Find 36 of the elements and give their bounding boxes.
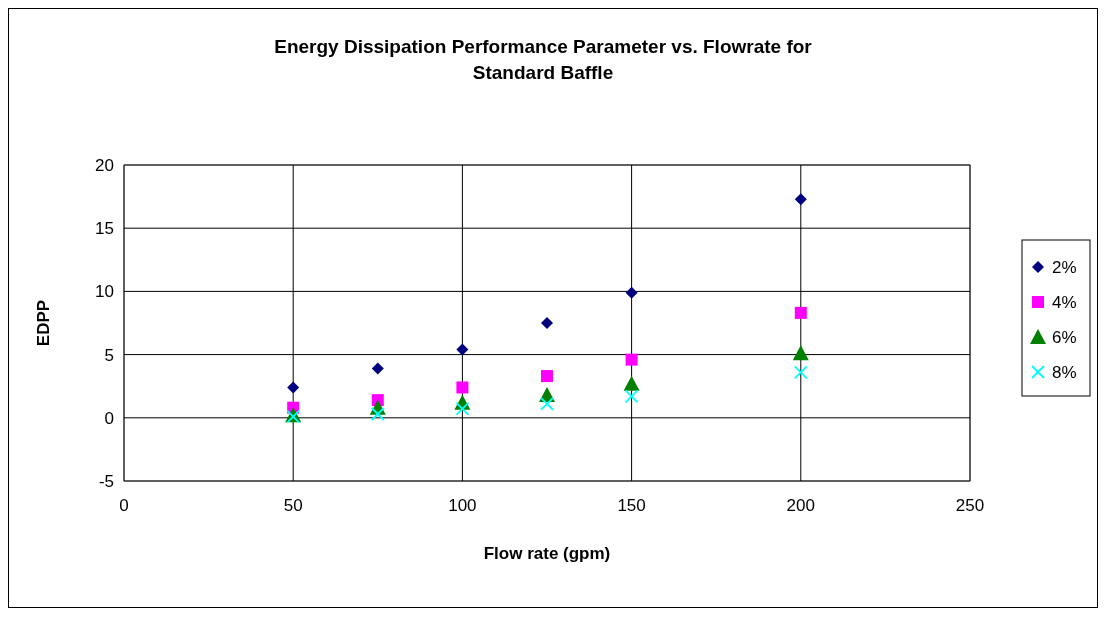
point	[792, 345, 809, 361]
y-tick-label: 0	[104, 408, 114, 428]
y-tick-label: -5	[98, 472, 114, 491]
point	[623, 375, 640, 391]
y-tick-label: 15	[95, 219, 114, 239]
x-axis-title: Flow rate (gpm)	[483, 544, 611, 563]
x-tick-label: 250	[955, 496, 985, 515]
chart-title: Energy Dissipation Performance Parameter vs. Flowrate for Standard Baffle	[274, 36, 813, 83]
point	[624, 389, 639, 404]
x-tick-label: 0	[119, 496, 129, 515]
x-tick-label: 50	[283, 496, 303, 515]
point	[541, 370, 553, 383]
y-tick-label: 5	[104, 345, 114, 365]
point	[794, 306, 807, 319]
point	[540, 397, 554, 411]
point	[794, 193, 807, 206]
point	[371, 362, 384, 375]
point	[287, 381, 300, 394]
x-tick-label: 150	[617, 496, 646, 515]
x-tick-label: 100	[448, 496, 477, 515]
point	[793, 365, 808, 380]
legend-label: 2%	[1052, 258, 1077, 277]
point	[455, 402, 470, 416]
point	[456, 343, 469, 356]
point	[625, 286, 638, 299]
legend-label: 6%	[1052, 328, 1077, 347]
y-tick-label: 20	[95, 156, 114, 175]
x-tick-label: 200	[786, 496, 815, 515]
point	[541, 317, 553, 329]
legend-label: 8%	[1052, 363, 1077, 382]
point	[456, 381, 469, 394]
point	[370, 407, 385, 421]
legend-label: 4%	[1052, 293, 1077, 312]
y-axis-title: EDPP	[34, 299, 53, 347]
point	[625, 353, 638, 366]
y-tick-label: 10	[95, 282, 114, 302]
